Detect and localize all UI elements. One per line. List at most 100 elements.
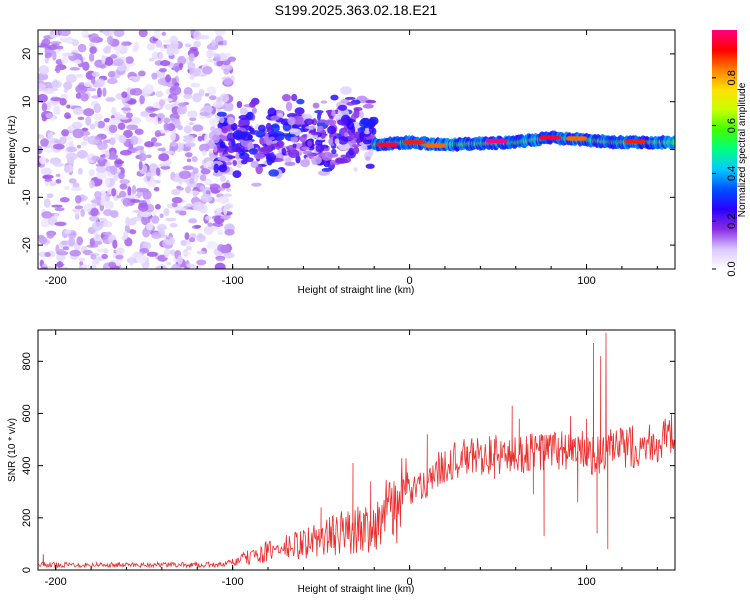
spectrogram-blob xyxy=(151,72,158,80)
spectrogram-blob xyxy=(63,229,72,235)
spectrogram-blob xyxy=(188,237,196,243)
spectrogram-blob xyxy=(77,116,85,121)
spectrogram-blob xyxy=(95,78,105,88)
spectrogram-blob xyxy=(169,117,177,122)
spectrogram-blob xyxy=(126,112,133,119)
spectrogram-blob xyxy=(118,134,127,144)
spectrogram-blob xyxy=(111,107,117,116)
spectrogram-blob xyxy=(165,217,177,222)
spectrogram-blob xyxy=(89,123,96,130)
spectrogram-blob xyxy=(121,107,132,111)
spectrogram-blob xyxy=(177,55,186,66)
spectrogram-blob xyxy=(131,184,137,195)
spectrogram-blob xyxy=(169,223,178,228)
spectrogram-blob xyxy=(193,40,201,48)
snr-ytick-label: 400 xyxy=(21,456,33,474)
spectrogram-blob xyxy=(363,123,369,129)
spectrogram-blob xyxy=(187,110,198,119)
spec-xtick-label: 0 xyxy=(407,275,413,287)
spectrogram-blob xyxy=(46,101,52,111)
spectrogram-blob xyxy=(317,111,323,116)
spectrogram-blob xyxy=(204,178,213,186)
spectrogram-blob xyxy=(75,92,82,99)
spectrogram-blob xyxy=(62,52,74,57)
spectrogram-blob xyxy=(104,139,111,144)
spectrogram-blob xyxy=(72,208,81,213)
spectrogram-blob xyxy=(206,241,218,250)
spectrogram-blob xyxy=(189,178,195,185)
spectrogram-blob xyxy=(163,208,170,216)
spectrogram-blob xyxy=(102,231,112,236)
colorbar-tick-label: 0.4 xyxy=(726,166,738,181)
spectrogram-blob xyxy=(117,122,126,130)
spectrogram-blob xyxy=(107,70,116,78)
spectrogram-blob xyxy=(73,59,82,65)
spectrogram-blob xyxy=(138,30,148,38)
spectrogram-blob xyxy=(500,138,508,144)
spectrogram-blob xyxy=(199,174,207,182)
spectrogram-blob xyxy=(155,167,161,176)
spectrogram-blob xyxy=(126,195,139,199)
spectrogram-blob xyxy=(126,218,137,226)
spectrogram-blob xyxy=(94,120,99,127)
spectrogram-blob xyxy=(101,54,106,64)
spectrogram-blob xyxy=(126,124,139,131)
spectrogram-blob xyxy=(66,104,71,109)
spectrogram-blob xyxy=(75,73,84,78)
spectrogram-blob xyxy=(194,173,199,183)
spectrogram-blob xyxy=(226,188,231,193)
spectrogram-blob xyxy=(76,236,84,246)
snr-series-line xyxy=(38,332,675,569)
spectrogram-blob xyxy=(213,163,220,173)
spectrogram-blob xyxy=(154,265,163,269)
spectrogram-blob xyxy=(285,101,293,112)
spectrogram-blob xyxy=(190,82,201,88)
spectrogram-blob xyxy=(83,108,95,117)
spectrogram-blob xyxy=(76,150,88,159)
spectrogram-blob xyxy=(58,266,69,269)
spectrogram-blob xyxy=(292,143,297,148)
spectrogram-blob xyxy=(144,172,156,177)
spectrogram-blob xyxy=(230,122,238,131)
spectrogram-blob xyxy=(119,179,131,185)
spectrogram-blob xyxy=(59,248,64,253)
spectrogram-blob xyxy=(163,98,174,102)
spectrogram-blob xyxy=(223,77,233,86)
spectrogram-blob xyxy=(158,99,166,107)
spectrogram-blob xyxy=(47,132,54,141)
spectrogram-blob xyxy=(107,35,114,45)
spectrogram-blob xyxy=(287,116,296,126)
spectrogram-blob xyxy=(270,123,280,133)
spectrogram-blob xyxy=(182,251,192,256)
spectrogram-blob xyxy=(72,107,84,116)
spectrogram-blob xyxy=(169,85,182,96)
spectrogram-blob xyxy=(180,239,187,246)
spectrogram-blob xyxy=(77,167,83,175)
spectrogram-blob xyxy=(108,137,116,145)
spectrogram-blob xyxy=(43,198,51,208)
spectrogram-blob xyxy=(129,117,141,125)
spectrogram-blob xyxy=(192,124,204,132)
spectrogram-blob xyxy=(76,144,82,149)
spectrogram-blob xyxy=(123,230,128,240)
spectrogram-blob xyxy=(180,207,187,212)
spec-ytick-label: 0 xyxy=(21,146,33,152)
spectrogram-blob xyxy=(44,178,53,182)
spectrogram-blob xyxy=(321,151,333,161)
spectrogram-blob xyxy=(417,140,425,145)
spectrogram-blob xyxy=(151,231,162,240)
spectrogram-blob xyxy=(255,130,266,138)
spectrogram-blob xyxy=(312,102,320,109)
spectrogram-blob xyxy=(54,207,65,212)
spectrogram-blob xyxy=(580,136,588,141)
spectrogram-blob xyxy=(171,202,178,208)
spectrogram-blob xyxy=(124,237,133,247)
spectrogram-blob xyxy=(139,94,145,105)
colorbar-tick-label: 0.6 xyxy=(726,118,738,133)
spectrogram-blob xyxy=(182,137,193,143)
spectrogram-y-label: Frequency (Hz) xyxy=(7,116,18,185)
spectrogram-blob xyxy=(178,62,184,69)
spectrogram-blob xyxy=(117,64,128,72)
snr-ytick-label: 200 xyxy=(21,509,33,527)
spectrogram-blob xyxy=(140,111,149,117)
